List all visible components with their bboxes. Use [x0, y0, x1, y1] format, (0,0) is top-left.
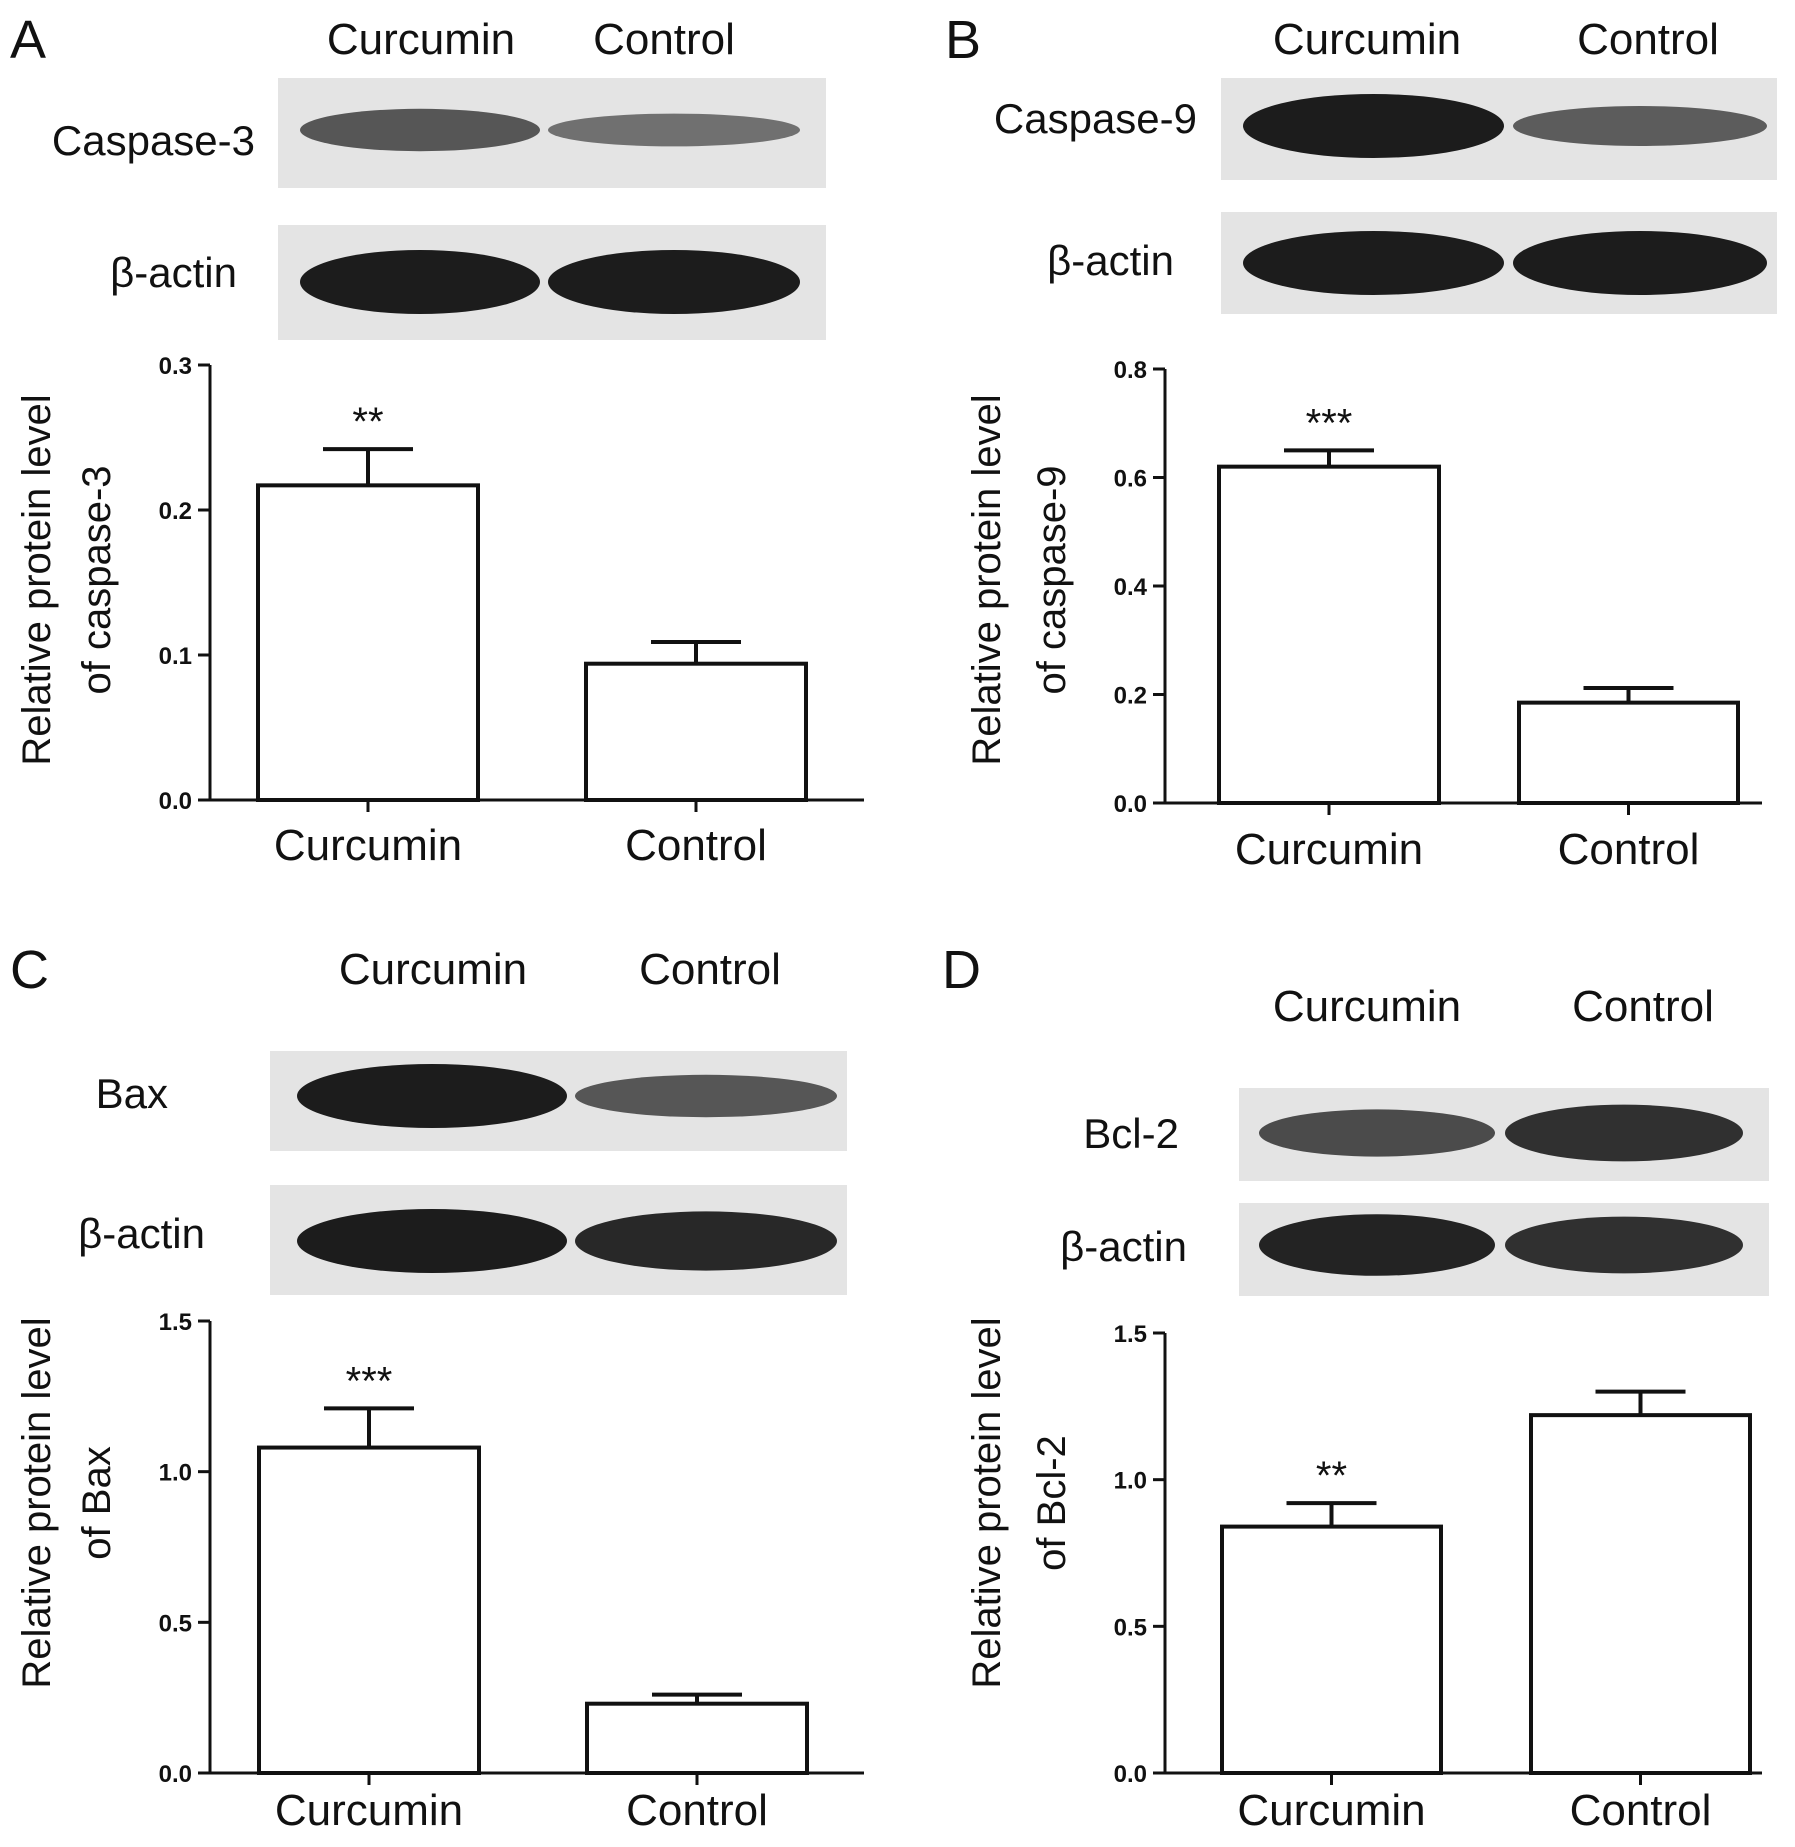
bar-control — [1529, 1413, 1752, 1775]
lane-label-control: Control — [593, 15, 735, 64]
significance-marker: *** — [346, 1359, 393, 1403]
panel-letter: A — [10, 10, 46, 70]
y-tick-label: 0.6 — [1114, 466, 1147, 493]
blot-band — [297, 1064, 567, 1128]
panel-d-figure: D Curcumin Control Bcl-2 β-actin 0.0 0.5 1.0 1.5… — [942, 940, 1769, 1835]
significance-marker: ** — [352, 400, 383, 444]
lane-label-curcumin: Curcumin — [1273, 982, 1461, 1031]
bar-curcumin — [257, 1445, 481, 1775]
blot-band — [1505, 1216, 1743, 1274]
blot-band — [1513, 231, 1767, 295]
y-axis-label-line: Relative protein level — [965, 1317, 1009, 1688]
panel-c-figure: C Curcumin Control Bax β-actin 0.0 0.5 1.0 1.5 Re… — [10, 940, 864, 1835]
blot-label: β-actin — [78, 1210, 205, 1257]
bar-curcumin — [256, 483, 480, 802]
panel-letter: C — [10, 940, 49, 1000]
y-axis-label-line: Relative protein level — [15, 1317, 59, 1688]
blot-band — [1243, 231, 1504, 295]
blot-band — [1505, 1104, 1743, 1162]
y-tick-label: 0.5 — [159, 1610, 192, 1637]
blot-band — [575, 1074, 837, 1118]
blot-band — [297, 1209, 567, 1273]
y-tick-label: 0.2 — [1114, 683, 1147, 710]
y-tick-label: 0.3 — [159, 353, 192, 380]
blot-band — [300, 108, 540, 152]
blot-band — [1259, 1214, 1495, 1276]
category-label-control: Control — [625, 821, 767, 870]
category-label-curcumin: Curcumin — [1237, 1786, 1425, 1835]
bar-control — [584, 661, 808, 803]
panel-b: B Curcumin Control Caspase-9 β-actin 0.0 0.2 0.… — [897, 0, 1794, 923]
blot-label: Caspase-3 — [52, 117, 255, 164]
panel-d: D Curcumin Control Bcl-2 β-actin 0.0 0.5 1.0 1.5… — [897, 923, 1794, 1846]
y-axis-label-line: of Bax — [75, 1446, 119, 1559]
y-tick-label: 0.1 — [159, 643, 192, 670]
blot-band — [548, 250, 800, 314]
y-axis-label-line: of Bcl-2 — [1030, 1435, 1074, 1571]
category-label-curcumin: Curcumin — [275, 1786, 463, 1835]
lane-label-control: Control — [1572, 982, 1714, 1031]
significance-marker: *** — [1306, 401, 1353, 445]
bar-curcumin — [1220, 1524, 1443, 1775]
y-axis-label-line: Relative protein level — [965, 394, 1009, 765]
bar-control — [1517, 700, 1740, 806]
significance-marker: ** — [1316, 1454, 1347, 1498]
blot-band — [1243, 94, 1504, 158]
blot-label: β-actin — [1060, 1223, 1187, 1270]
blot-band — [1259, 1109, 1495, 1157]
blot-label: Bcl-2 — [1083, 1110, 1179, 1157]
blot-label: Bax — [96, 1070, 168, 1117]
bar-control — [585, 1701, 809, 1776]
y-tick-label: 0.0 — [1114, 791, 1147, 818]
y-tick-label: 0.2 — [159, 498, 192, 525]
category-label-curcumin: Curcumin — [1235, 825, 1423, 874]
y-tick-label: 0.8 — [1114, 357, 1147, 384]
blot-band — [1513, 106, 1767, 146]
blot-label: Caspase-9 — [994, 95, 1197, 142]
category-label-control: Control — [1570, 1786, 1712, 1835]
category-label-control: Control — [1558, 825, 1700, 874]
category-label-control: Control — [626, 1786, 768, 1835]
blot-band — [575, 1211, 837, 1271]
panel-letter: D — [942, 940, 981, 1000]
y-tick-label: 0.0 — [1114, 1761, 1147, 1788]
lane-label-control: Control — [1577, 15, 1719, 64]
blot-label: β-actin — [110, 249, 237, 296]
y-tick-label: 1.5 — [159, 1309, 192, 1336]
lane-label-curcumin: Curcumin — [327, 15, 515, 64]
panel-c: C Curcumin Control Bax β-actin 0.0 0.5 1.0 1.5 Re… — [0, 923, 897, 1846]
y-axis-label-line: Relative protein level — [15, 394, 59, 765]
y-axis-label-line: of caspase-9 — [1030, 465, 1074, 694]
y-tick-label: 0.0 — [159, 1761, 192, 1788]
category-label-curcumin: Curcumin — [274, 821, 462, 870]
lane-label-curcumin: Curcumin — [339, 945, 527, 994]
blot-band — [548, 113, 800, 147]
bar-curcumin — [1217, 464, 1441, 805]
y-tick-label: 0.4 — [1114, 574, 1148, 601]
panel-a: A Curcumin Control Caspase-3 β-actin 0.0 0.1 0.… — [0, 0, 897, 923]
y-tick-label: 1.5 — [1114, 1321, 1147, 1348]
blot-label: β-actin — [1047, 237, 1174, 284]
lane-label-control: Control — [639, 945, 781, 994]
y-axis-label-line: of caspase-3 — [75, 465, 119, 694]
blot-band — [300, 250, 540, 314]
panel-letter: B — [945, 10, 981, 70]
y-tick-label: 1.0 — [159, 1460, 192, 1487]
y-tick-label: 1.0 — [1114, 1468, 1147, 1495]
panel-b-figure: B Curcumin Control Caspase-9 β-actin 0.0 0.2 0.… — [945, 10, 1777, 874]
panel-a-figure: A Curcumin Control Caspase-3 β-actin 0.0 0.1 0.… — [10, 10, 864, 870]
lane-label-curcumin: Curcumin — [1273, 15, 1461, 64]
y-tick-label: 0.0 — [159, 788, 192, 815]
y-tick-label: 0.5 — [1114, 1614, 1147, 1641]
